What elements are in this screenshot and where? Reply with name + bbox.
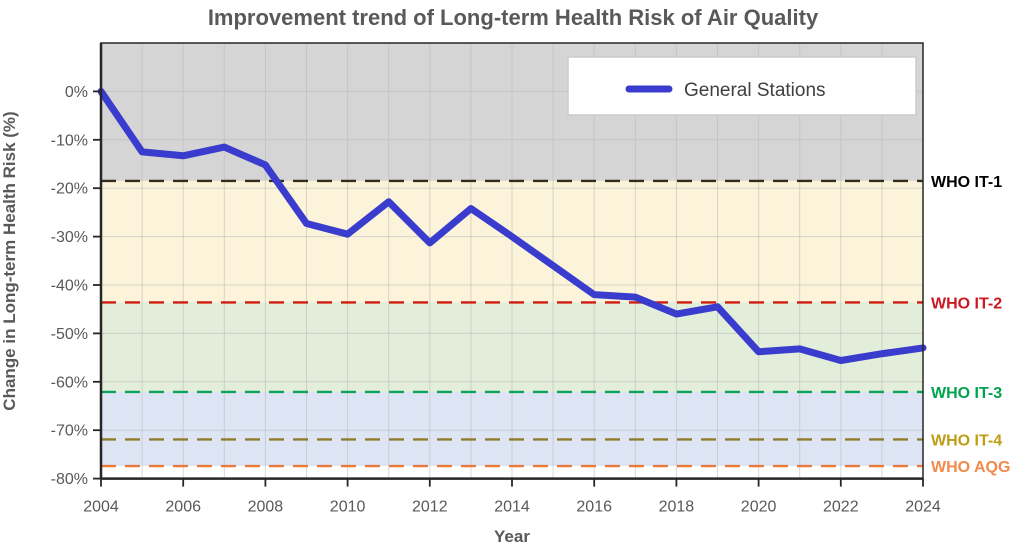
x-tick-label: 2006 — [165, 499, 201, 516]
x-axis-title: Year — [494, 527, 530, 546]
x-tick-label: 2020 — [741, 499, 777, 516]
x-tick-label: 2024 — [905, 499, 941, 516]
who-it-3-label: WHO IT-3 — [931, 385, 1002, 402]
y-tick-label: -40% — [51, 278, 88, 295]
y-tick-label: -50% — [51, 326, 88, 343]
y-tick-label: -20% — [51, 181, 88, 198]
x-tick-label: 2008 — [248, 499, 284, 516]
y-tick-label: -70% — [51, 423, 88, 440]
legend: General Stations — [567, 56, 917, 116]
legend-box — [567, 56, 917, 116]
y-tick-label: -80% — [51, 471, 88, 488]
x-tick-label: 2016 — [576, 499, 612, 516]
y-tick-label: -60% — [51, 374, 88, 391]
y-tick-label: 0% — [65, 84, 88, 101]
who-aqg-label: WHO AQG — [931, 459, 1010, 476]
who-it-1-label: WHO IT-1 — [931, 174, 1002, 191]
chart-title: Improvement trend of Long-term Health Ri… — [208, 5, 819, 30]
legend-label: General Stations — [684, 80, 826, 101]
y-tick-label: -30% — [51, 229, 88, 246]
y-axis-title: Change in Long-term Health Risk (%) — [0, 111, 19, 410]
who-it-4-label: WHO IT-4 — [931, 432, 1002, 449]
series-general-stations — [97, 87, 927, 365]
x-tick-label: 2012 — [412, 499, 448, 516]
x-tick-label: 2004 — [83, 499, 119, 516]
x-tick-label: 2022 — [823, 499, 859, 516]
who-it-2-label: WHO IT-2 — [931, 295, 1002, 312]
y-tick-label: -10% — [51, 132, 88, 149]
x-tick-label: 2010 — [330, 499, 366, 516]
x-tick-label: 2014 — [494, 499, 530, 516]
x-tick-label: 2018 — [659, 499, 695, 516]
